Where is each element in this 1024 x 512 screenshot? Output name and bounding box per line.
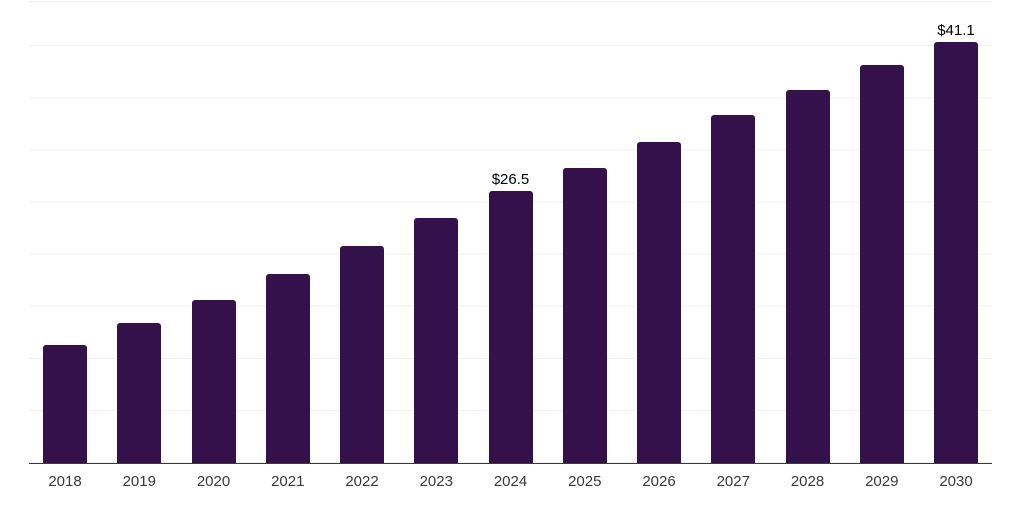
- bar-value-label-2024: $26.5: [491, 171, 530, 189]
- x-tick-2019: 2019: [122, 472, 156, 490]
- bar-2023: [414, 217, 459, 463]
- bar-column-2021: [265, 2, 310, 463]
- bar-column-2024: $26.5: [488, 2, 533, 463]
- bar-2024: [488, 191, 533, 463]
- x-tick-2026: 2026: [642, 472, 676, 490]
- bar-column-2022: [340, 2, 384, 463]
- bar-2018: [43, 344, 87, 463]
- bar-2029: [859, 65, 904, 463]
- bar-2025: [562, 167, 607, 463]
- bar-2030: [934, 41, 978, 463]
- bar-column-2029: [859, 2, 904, 463]
- bar-2019: [117, 323, 162, 463]
- bar-2022: [340, 245, 384, 463]
- x-tick-2023: 2023: [419, 472, 453, 490]
- x-tick-2024: 2024: [493, 472, 528, 490]
- x-tick-2018: 2018: [48, 472, 82, 490]
- bar-column-2028: [785, 2, 830, 463]
- bar-column-2025: [562, 2, 607, 463]
- bar-column-2026: [637, 2, 681, 463]
- bar-column-2018: [43, 2, 87, 463]
- x-tick-2025: 2025: [568, 472, 602, 490]
- bar-2027: [711, 114, 756, 463]
- bar-column-2019: [117, 2, 162, 463]
- x-tick-2020: 2020: [196, 472, 231, 490]
- bar-2020: [191, 299, 236, 463]
- x-tick-2027: 2027: [716, 472, 750, 490]
- bar-column-2027: [711, 2, 756, 463]
- x-tick-2029: 2029: [865, 472, 899, 490]
- bar-column-2020: [191, 2, 236, 463]
- bar-column-2023: [414, 2, 459, 463]
- x-axis-ticks: 2018 2019 2020 2021 2022 2023 2024 2025 2026 2027…: [29, 473, 992, 512]
- x-tick-2030: 2030: [939, 472, 973, 490]
- x-tick-2022: 2022: [345, 472, 379, 490]
- plot-area: $26.5 $41.1: [29, 1, 992, 464]
- x-tick-2028: 2028: [790, 472, 825, 490]
- bar-2021: [265, 274, 310, 463]
- bar-2028: [785, 90, 830, 463]
- bars-container: $26.5 $41.1: [29, 2, 992, 463]
- bar-value-label-2030: $41.1: [937, 21, 975, 39]
- bar-column-2030: $41.1: [934, 2, 978, 463]
- x-tick-2021: 2021: [271, 472, 305, 490]
- bar-2026: [637, 142, 681, 463]
